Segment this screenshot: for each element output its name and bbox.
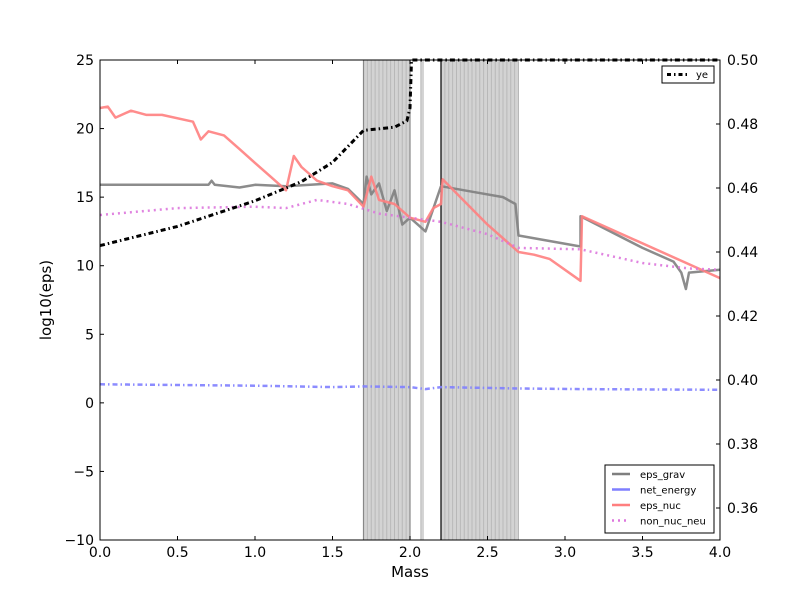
x-tick-label: 2.0: [399, 545, 421, 561]
y-tick-label: −10: [64, 533, 94, 549]
y2-tick-label: 0.46: [727, 181, 758, 197]
legend-label: ye: [696, 70, 708, 81]
x-tick-label: 3.5: [631, 545, 653, 561]
legend-label: eps_nuc: [640, 501, 681, 512]
convective-shading: [362, 60, 519, 540]
y2-tick-label: 0.50: [727, 53, 758, 69]
x-tick-label: 3.0: [554, 545, 576, 561]
series-ye: [99, 58, 720, 248]
x-tick-label: 2.5: [476, 545, 498, 561]
y2-tick-label: 0.42: [727, 309, 758, 325]
y-tick-label: −5: [73, 464, 94, 480]
y2-tick-label: 0.44: [727, 245, 758, 261]
x-tick-label: 0.5: [166, 545, 188, 561]
y-tick-label: 10: [76, 259, 94, 275]
x-tick-label: 1.0: [244, 545, 266, 561]
legend-box: [661, 65, 715, 84]
legend-ye: ye: [661, 65, 715, 84]
x-axis-label: Mass: [391, 563, 429, 581]
y-axis-label: log10(eps): [37, 260, 55, 340]
legend-box: [604, 464, 715, 534]
legend-label: non_nuc_neu: [640, 517, 706, 528]
y2-tick-label: 0.40: [727, 373, 758, 389]
x-tick-label: 4.0: [709, 545, 731, 561]
y-tick-label: 25: [76, 53, 94, 69]
series-eps-grav: [100, 175, 721, 291]
legend-label: eps_grav: [640, 470, 685, 481]
series-eps-nuc: [99, 105, 721, 283]
y-tick-label: 0: [85, 396, 94, 412]
series-layer: [99, 58, 721, 392]
y-tick-label: 15: [76, 190, 94, 206]
legend-main: eps_grav net_energy eps_nuc non_nuc_neu: [604, 464, 715, 534]
y-tick-label: 20: [76, 122, 94, 138]
y2-tick-label: 0.48: [727, 117, 758, 133]
x-tick-label: 1.5: [321, 545, 343, 561]
x-tick-label: 0.0: [89, 545, 111, 561]
legend-label: net_energy: [640, 486, 696, 497]
series-net-energy: [99, 383, 721, 392]
y2-tick-label: 0.36: [727, 501, 758, 517]
shaded-region: [420, 60, 424, 540]
series-non-nuc-neu: [99, 198, 721, 272]
y-tick-label: 5: [85, 327, 94, 343]
ticks-layer: 0.0 0.5 1.0 1.5 2.0 2.5 3.0 3.5 4.0 −10 −5 0 5 10 15 20…: [64, 53, 758, 561]
y2-tick-label: 0.38: [727, 437, 758, 453]
